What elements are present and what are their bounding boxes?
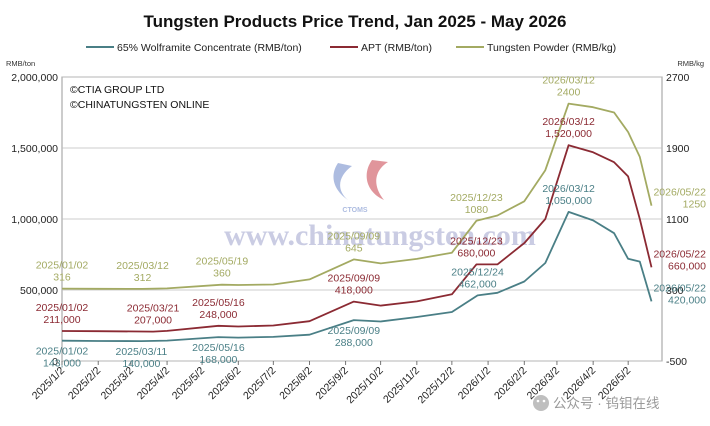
data-label: 2026/05/22 660,000 (653, 248, 706, 272)
series-layer (61, 102, 653, 343)
legend-label-apt: APT (RMB/ton) (361, 42, 432, 54)
series-line-apt (61, 144, 653, 333)
wechat-icon-eye-left (536, 399, 540, 403)
legend: 65% Wolframite Concentrate (RMB/ton) APT… (86, 42, 616, 54)
right-tick-label: 2700 (666, 72, 690, 84)
data-label: 2026/05/22 1250 (653, 187, 706, 211)
right-tick-label: 1900 (666, 143, 690, 155)
left-tick-label: 1,500,000 (11, 143, 58, 155)
right-axis-unit: RMB/kg (677, 59, 704, 68)
watermark-text: www.chinatungsten.com (224, 219, 536, 252)
left-axis-unit: RMB/ton (6, 59, 35, 68)
left-tick-label: 0 (52, 356, 58, 368)
data-label: 2026/05/22 420,000 (653, 282, 706, 306)
data-label: 2025/03/12 312 (116, 260, 169, 284)
logo-swoosh-left (333, 163, 352, 200)
data-label: 2025/05/16 168,000 (192, 342, 245, 366)
data-label: 2025/09/09 288,000 (328, 325, 381, 349)
data-label: 2025/01/02 211,000 (36, 302, 89, 326)
right-tick-label: 1100 (666, 214, 689, 226)
social-tag: 公众号 · 钨钼在线 (533, 395, 660, 411)
gridlines (62, 76, 662, 362)
wechat-icon-eye-right (542, 399, 546, 403)
data-label: 2026/03/12 2400 (542, 75, 595, 99)
data-label: 2025/05/19 360 (196, 256, 249, 280)
series-line-wolframite (61, 210, 653, 343)
ctoms-logo: CTOMS (333, 160, 388, 214)
legend-label-wolframite: 65% Wolframite Concentrate (RMB/ton) (117, 42, 302, 54)
chart-title: Tungsten Products Price Trend, Jan 2025 … (144, 12, 567, 31)
data-label: 2025/09/09 418,000 (328, 273, 381, 297)
left-axis: 0 500,000 1,000,000 1,500,000 2,000,000 (11, 72, 58, 368)
logo-swoosh-right (366, 160, 388, 200)
data-label: 2025/01/02 143,000 (36, 346, 89, 370)
series-line-tungsten-powder (61, 102, 653, 290)
data-label: 2025/03/21 207,000 (127, 303, 180, 327)
logo-text: CTOMS (342, 207, 367, 214)
copyright-line-1: ©CTIA GROUP LTD (70, 84, 165, 96)
data-label: 2025/03/11 140,000 (115, 346, 167, 370)
right-axis: -500 300 1100 1900 2700 (666, 72, 690, 368)
data-label: 2025/12/24 462,000 (451, 266, 504, 290)
left-tick-label: 500,000 (20, 285, 58, 297)
copyright-line-2: ©CHINATUNGSTEN ONLINE (70, 99, 209, 111)
legend-label-tungsten-powder: Tungsten Powder (RMB/kg) (487, 42, 616, 54)
data-label: 2025/01/02 316 (36, 260, 89, 284)
data-label: 2026/03/12 1,520,000 (542, 116, 595, 140)
wechat-icon (533, 395, 549, 411)
data-label: 2026/03/12 1,050,000 (542, 183, 595, 207)
data-label: 2025/09/09 645 (328, 230, 381, 254)
social-tag-text: 公众号 · 钨钼在线 (553, 396, 660, 411)
left-tick-label: 2,000,000 (11, 72, 58, 84)
data-label: 2025/12/23 680,000 (450, 235, 503, 259)
annotation-layer: 2025/01/02 316 2025/03/12 312 2025/05/19 360 2… (36, 75, 706, 370)
data-label: 2025/12/23 1080 (450, 192, 503, 216)
left-tick-label: 1,000,000 (11, 214, 58, 226)
right-tick-label: -500 (666, 356, 687, 368)
right-tick-label: 300 (666, 285, 684, 297)
data-label: 2025/05/16 248,000 (192, 297, 245, 321)
